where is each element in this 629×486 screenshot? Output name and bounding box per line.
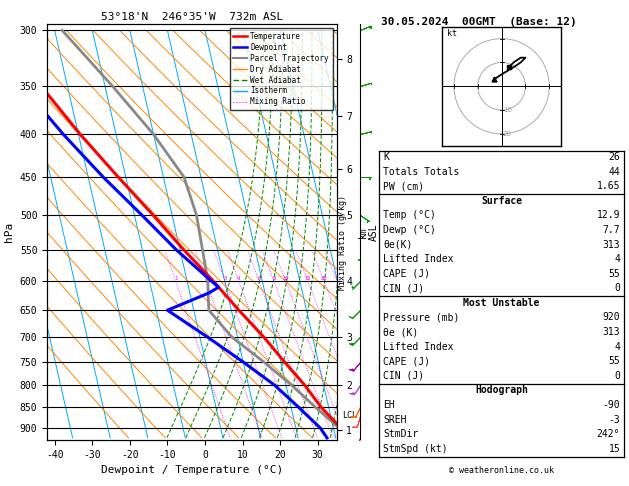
- Legend: Temperature, Dewpoint, Parcel Trajectory, Dry Adiabat, Wet Adiabat, Isotherm, Mi: Temperature, Dewpoint, Parcel Trajectory…: [230, 28, 333, 110]
- Text: SREH: SREH: [383, 415, 406, 425]
- Text: 4: 4: [615, 342, 620, 352]
- Text: 1.65: 1.65: [597, 181, 620, 191]
- Text: 12.9: 12.9: [597, 210, 620, 221]
- Text: 8: 8: [272, 276, 276, 281]
- Title: 53°18'N  246°35'W  732m ASL: 53°18'N 246°35'W 732m ASL: [101, 12, 283, 22]
- Text: CAPE (J): CAPE (J): [383, 269, 430, 279]
- Text: 30.05.2024  00GMT  (Base: 12): 30.05.2024 00GMT (Base: 12): [381, 17, 576, 27]
- Text: StmDir: StmDir: [383, 429, 418, 439]
- Text: 55: 55: [608, 356, 620, 366]
- Text: kt: kt: [447, 29, 457, 38]
- Text: K: K: [383, 152, 389, 162]
- Text: 6: 6: [257, 276, 260, 281]
- Text: Most Unstable: Most Unstable: [464, 298, 540, 308]
- Y-axis label: km
ASL: km ASL: [358, 223, 379, 241]
- Text: CIN (J): CIN (J): [383, 283, 424, 294]
- Text: 920: 920: [603, 312, 620, 323]
- Text: Dewp (°C): Dewp (°C): [383, 225, 436, 235]
- Text: LCL: LCL: [342, 411, 357, 420]
- Text: Hodograph: Hodograph: [475, 385, 528, 396]
- Text: 2: 2: [204, 276, 208, 281]
- Text: CAPE (J): CAPE (J): [383, 356, 430, 366]
- Text: θe (K): θe (K): [383, 327, 418, 337]
- Text: 1: 1: [174, 276, 177, 281]
- Text: 26: 26: [608, 152, 620, 162]
- Text: 7.7: 7.7: [603, 225, 620, 235]
- Text: 20: 20: [321, 276, 327, 281]
- Text: 4: 4: [615, 254, 620, 264]
- Text: EH: EH: [383, 400, 395, 410]
- Text: -90: -90: [603, 400, 620, 410]
- Text: 20: 20: [503, 131, 512, 137]
- Text: 242°: 242°: [597, 429, 620, 439]
- Text: 10: 10: [282, 276, 289, 281]
- Text: 0: 0: [615, 371, 620, 381]
- Text: 313: 313: [603, 327, 620, 337]
- Text: 3: 3: [223, 276, 226, 281]
- Text: CIN (J): CIN (J): [383, 371, 424, 381]
- Text: Lifted Index: Lifted Index: [383, 254, 454, 264]
- Text: 4: 4: [237, 276, 240, 281]
- Text: 15: 15: [304, 276, 311, 281]
- Text: Pressure (mb): Pressure (mb): [383, 312, 459, 323]
- Text: Surface: Surface: [481, 196, 522, 206]
- Text: © weatheronline.co.uk: © weatheronline.co.uk: [449, 466, 554, 475]
- Text: Lifted Index: Lifted Index: [383, 342, 454, 352]
- Text: 10: 10: [503, 107, 512, 113]
- Text: StmSpd (kt): StmSpd (kt): [383, 444, 448, 454]
- Text: PW (cm): PW (cm): [383, 181, 424, 191]
- Text: 313: 313: [603, 240, 620, 250]
- Text: θe(K): θe(K): [383, 240, 413, 250]
- Text: 15: 15: [608, 444, 620, 454]
- Text: 55: 55: [608, 269, 620, 279]
- Text: Temp (°C): Temp (°C): [383, 210, 436, 221]
- X-axis label: Dewpoint / Temperature (°C): Dewpoint / Temperature (°C): [101, 465, 283, 475]
- Text: Mixing Ratio (g/kg): Mixing Ratio (g/kg): [338, 195, 347, 291]
- Y-axis label: hPa: hPa: [4, 222, 14, 242]
- Text: -3: -3: [608, 415, 620, 425]
- Text: Totals Totals: Totals Totals: [383, 167, 459, 177]
- Text: 44: 44: [608, 167, 620, 177]
- Text: 0: 0: [615, 283, 620, 294]
